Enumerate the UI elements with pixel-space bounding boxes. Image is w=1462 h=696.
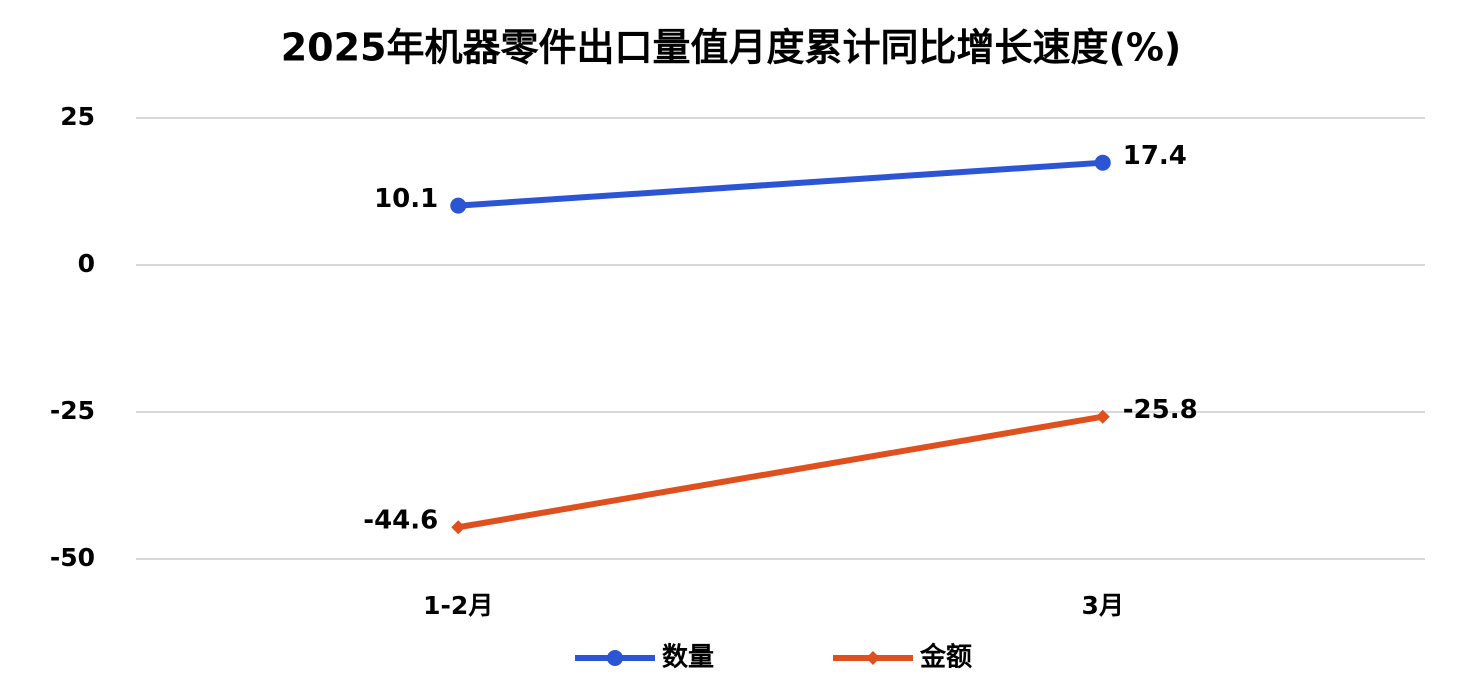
data-label: 10.1 — [374, 184, 438, 214]
y-tick-label: 0 — [78, 249, 95, 278]
series-line — [457, 413, 1104, 531]
data-label: -44.6 — [363, 506, 438, 536]
y-tick-label: 25 — [60, 102, 95, 131]
y-tick-label: -50 — [50, 543, 95, 572]
y-tick-label: -25 — [50, 396, 95, 425]
data-point — [1094, 154, 1111, 171]
series-line — [458, 159, 1103, 209]
legend-label: 数量 — [662, 643, 714, 673]
data-point — [450, 197, 467, 214]
legend-label: 金额 — [919, 642, 972, 673]
x-tick-label: 1-2月 — [423, 591, 493, 620]
data-label: 17.4 — [1123, 141, 1187, 171]
legend-marker — [866, 651, 880, 665]
data-point — [451, 520, 466, 535]
x-tick-label: 3月 — [1082, 591, 1124, 620]
legend-marker — [607, 650, 623, 666]
data-label: -25.8 — [1123, 395, 1198, 425]
data-point — [1095, 409, 1110, 424]
chart-title: 2025年机器零件出口量值月度累计同比增长速度(%) — [281, 26, 1182, 70]
